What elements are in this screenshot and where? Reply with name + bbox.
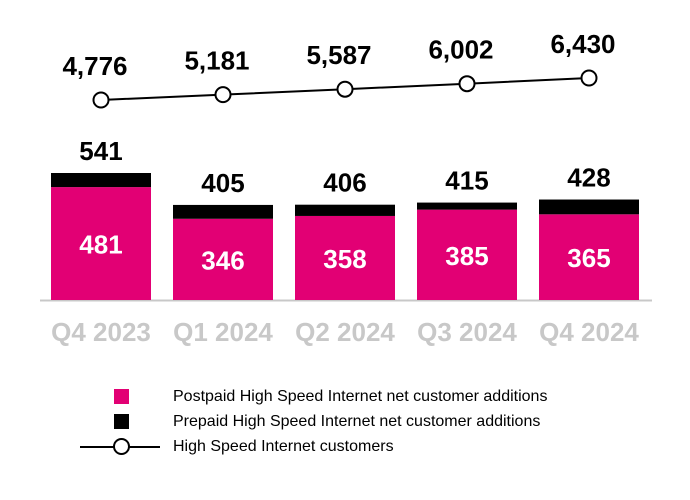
x-tick-label: Q1 2024 <box>173 317 273 347</box>
bar-total-label: 406 <box>323 168 366 198</box>
line-value-label: 5,181 <box>184 46 249 76</box>
bar-prepaid <box>295 204 395 216</box>
legend-swatch-prepaid <box>114 414 129 429</box>
line-value-label: 6,002 <box>428 35 493 65</box>
line-value-label: 6,430 <box>550 29 615 59</box>
legend-item-postpaid: Postpaid High Speed Internet net custome… <box>80 384 640 409</box>
line-value-label: 5,587 <box>306 40 371 70</box>
line-point-marker <box>92 91 110 109</box>
bar-total-label: 405 <box>201 168 244 198</box>
bar-prepaid <box>417 202 517 210</box>
bar-postpaid <box>51 187 151 300</box>
legend-label-customers: High Speed Internet customers <box>173 437 394 455</box>
bar-value-label: 358 <box>323 244 366 274</box>
bar-value-label: 385 <box>445 241 488 271</box>
bar-total-label: 541 <box>79 136 122 166</box>
x-tick-label: Q4 2024 <box>539 317 639 347</box>
legend-item-prepaid: Prepaid High Speed Internet net customer… <box>80 409 640 434</box>
legend-swatch-postpaid <box>114 389 129 404</box>
line-point-marker <box>214 86 232 104</box>
legend-label-prepaid: Prepaid High Speed Internet net customer… <box>173 412 541 430</box>
bar-prepaid <box>173 204 273 219</box>
legend-item-customers: High Speed Internet customers <box>80 434 640 459</box>
bar-total-label: 428 <box>567 163 610 193</box>
labels-layer: 481 541 Q4 2023 346 405 Q1 2024 358 406 Q2 2024 3… <box>51 29 639 347</box>
bar-value-label: 481 <box>79 230 122 260</box>
x-tick-label: Q2 2024 <box>295 317 395 347</box>
legend-label-postpaid: Postpaid High Speed Internet net custome… <box>173 387 548 405</box>
legend: Postpaid High Speed Internet net custome… <box>80 384 640 459</box>
line-layer <box>92 69 598 109</box>
bar-prepaid <box>51 173 151 188</box>
legend-circle-marker <box>113 438 130 455</box>
line-point-marker <box>336 80 354 98</box>
bar-value-label: 346 <box>201 245 244 275</box>
line-point-marker <box>580 69 598 87</box>
line-value-label: 4,776 <box>62 51 127 81</box>
bar-value-label: 365 <box>567 243 610 273</box>
bar-prepaid <box>539 199 639 215</box>
bars-layer <box>40 173 652 302</box>
bar-total-label: 415 <box>445 166 488 196</box>
line-point-marker <box>458 75 476 93</box>
chart: 481 541 Q4 2023 346 405 Q1 2024 358 406 Q2 2024 3… <box>40 29 652 347</box>
bar-postpaid <box>173 218 273 300</box>
bar-postpaid <box>295 215 395 300</box>
bar-postpaid <box>539 214 639 300</box>
x-tick-label: Q4 2023 <box>51 317 151 347</box>
bar-postpaid <box>417 209 517 300</box>
x-tick-label: Q3 2024 <box>417 317 517 347</box>
